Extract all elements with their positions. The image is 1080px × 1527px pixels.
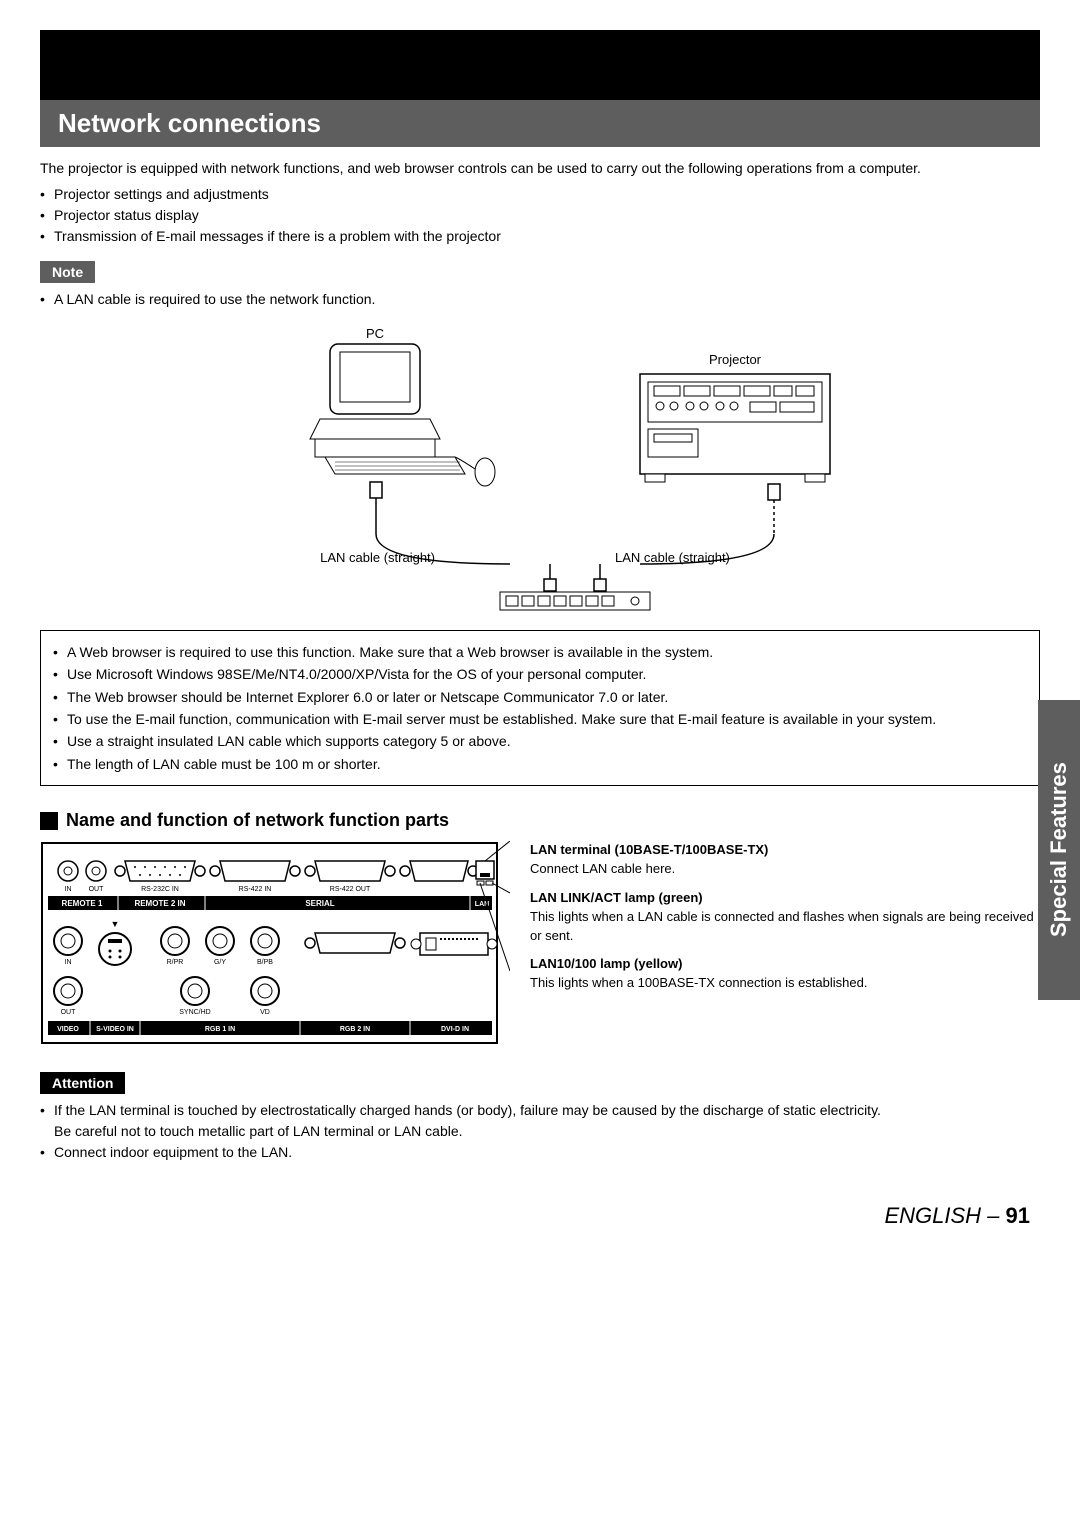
sub-heading: Name and function of network function pa… <box>40 810 1040 831</box>
req-item: To use the E-mail function, communicatio… <box>53 708 1027 730</box>
requirements-box: A Web browser is required to use this fu… <box>40 630 1040 786</box>
footer-lang: ENGLISH – <box>884 1203 1005 1228</box>
svg-text:▼: ▼ <box>111 919 120 929</box>
svg-text:IN: IN <box>65 959 72 966</box>
svg-text:RGB 1 IN: RGB 1 IN <box>205 1026 235 1033</box>
pc-label: PC <box>366 326 384 341</box>
sub-heading-text: Name and function of network function pa… <box>66 810 449 831</box>
svg-text:VD: VD <box>260 1009 270 1016</box>
attention-list: If the LAN terminal is touched by electr… <box>40 1100 1040 1163</box>
lan10100-desc: This lights when a 100BASE-TX connection… <box>530 975 867 990</box>
lan-cable-left: LAN cable (straight) <box>320 550 435 565</box>
attention-item: If the LAN terminal is touched by electr… <box>40 1100 1040 1142</box>
attention-badge: Attention <box>40 1072 125 1094</box>
footer-page: 91 <box>1006 1203 1030 1228</box>
svg-text:G/Y: G/Y <box>214 959 226 966</box>
note-item: A LAN cable is required to use the netwo… <box>40 289 1040 310</box>
top-black-bar <box>40 30 1040 100</box>
svg-text:S-VIDEO IN: S-VIDEO IN <box>96 1026 134 1033</box>
page-footer: ENGLISH – 91 <box>40 1203 1040 1229</box>
svg-text:VIDEO: VIDEO <box>57 1026 79 1033</box>
svg-text:RS-422 OUT: RS-422 OUT <box>330 886 371 893</box>
svg-text:RS-232C IN: RS-232C IN <box>141 886 179 893</box>
connection-diagram: PC Projector <box>40 324 1040 614</box>
lan-cable-right: LAN cable (straight) <box>615 550 730 565</box>
svg-text:REMOTE 1: REMOTE 1 <box>62 899 103 908</box>
req-item: Use Microsoft Windows 98SE/Me/NT4.0/2000… <box>53 663 1027 685</box>
svg-text:IN: IN <box>65 886 72 893</box>
lan-terminal-title: LAN terminal (10BASE-T/100BASE-TX) <box>530 842 768 857</box>
rear-panel-diagram: IN OUT RS-232C IN <box>40 841 510 1054</box>
svg-text:RGB 2 IN: RGB 2 IN <box>340 1026 370 1033</box>
req-item: The length of LAN cable must be 100 m or… <box>53 753 1027 775</box>
svg-text:OUT: OUT <box>89 886 105 893</box>
square-bullet-icon <box>40 812 58 830</box>
link-act-title: LAN LINK/ACT lamp (green) <box>530 890 703 905</box>
req-item: The Web browser should be Internet Explo… <box>53 686 1027 708</box>
pc-icon <box>310 344 495 486</box>
intro-bullet: Projector status display <box>40 205 1040 226</box>
svg-text:SYNC/HD: SYNC/HD <box>179 1009 211 1016</box>
lan10100-title: LAN10/100 lamp (yellow) <box>530 956 682 971</box>
svg-text:OUT: OUT <box>61 1009 77 1016</box>
section-title: Network connections <box>40 100 1040 147</box>
svg-text:B/PB: B/PB <box>257 959 273 966</box>
intro-bullet: Transmission of E-mail messages if there… <box>40 226 1040 247</box>
attention-subline: Be careful not to touch metallic part of… <box>54 1121 1040 1142</box>
req-item: A Web browser is required to use this fu… <box>53 641 1027 663</box>
req-item: Use a straight insulated LAN cable which… <box>53 730 1027 752</box>
svg-text:RS-422 IN: RS-422 IN <box>239 886 272 893</box>
parts-description: LAN terminal (10BASE-T/100BASE-TX) Conne… <box>530 841 1040 1054</box>
note-badge: Note <box>40 261 95 283</box>
attention-item: Connect indoor equipment to the LAN. <box>40 1142 1040 1163</box>
svg-text:REMOTE 2 IN: REMOTE 2 IN <box>134 899 185 908</box>
side-tab: Special Features <box>1038 700 1080 1000</box>
svg-text:R/PR: R/PR <box>167 959 184 966</box>
svg-text:SERIAL: SERIAL <box>305 899 334 908</box>
hub-icon <box>500 592 650 610</box>
intro-text: The projector is equipped with network f… <box>40 159 1040 178</box>
projector-icon <box>640 374 830 482</box>
link-act-desc: This lights when a LAN cable is connecte… <box>530 909 1034 943</box>
svg-text:DVI-D IN: DVI-D IN <box>441 1026 469 1033</box>
intro-bullet-list: Projector settings and adjustments Proje… <box>40 184 1040 247</box>
note-list: A LAN cable is required to use the netwo… <box>40 289 1040 310</box>
projector-label: Projector <box>709 352 762 367</box>
lan-terminal-desc: Connect LAN cable here. <box>530 861 675 876</box>
intro-bullet: Projector settings and adjustments <box>40 184 1040 205</box>
